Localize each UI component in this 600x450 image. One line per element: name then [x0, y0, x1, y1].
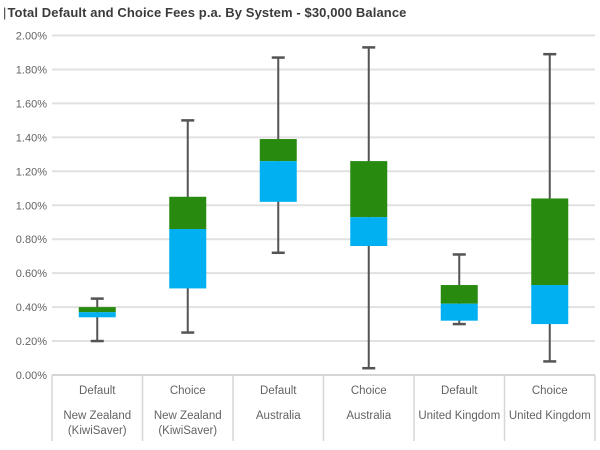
y-axis-tick-label: 1.00%	[16, 200, 47, 212]
y-axis-tick-label: 1.80%	[16, 64, 47, 76]
box-lower-quartile[interactable]	[169, 229, 207, 289]
category-system-label: Australia	[346, 410, 391, 422]
y-axis-tick-label: 1.40%	[16, 132, 47, 144]
category-fund-type-label: Choice	[351, 385, 387, 397]
category-system-label: New Zealand	[154, 410, 222, 422]
category-system-label: United Kingdom	[509, 410, 591, 422]
category-system-label: Australia	[256, 410, 301, 422]
chart-title-text: Total Default and Choice Fees p.a. By Sy…	[7, 5, 407, 20]
y-axis-tick-label: 0.20%	[16, 336, 47, 348]
chart-title: |Total Default and Choice Fees p.a. By S…	[3, 5, 406, 20]
box-lower-quartile[interactable]	[531, 285, 569, 325]
box-lower-quartile[interactable]	[78, 312, 116, 318]
box-upper-quartile[interactable]	[440, 285, 478, 304]
category-fund-type-label: Default	[79, 385, 116, 397]
category-fund-type-label: Default	[260, 385, 297, 397]
category-fund-type-label: Choice	[532, 385, 568, 397]
box-upper-quartile[interactable]	[531, 198, 569, 286]
y-axis-tick-label: 1.60%	[16, 98, 47, 110]
category-system-label: (KiwiSaver)	[158, 425, 217, 437]
box-upper-quartile[interactable]	[259, 139, 297, 162]
category-fund-type-label: Default	[441, 385, 478, 397]
box-lower-quartile[interactable]	[259, 161, 297, 202]
title-cursor-bar: |	[3, 5, 7, 20]
category-system-label: New Zealand	[63, 410, 131, 422]
y-axis-tick-label: 1.20%	[16, 166, 47, 178]
category-system-label: United Kingdom	[418, 410, 500, 422]
box-lower-quartile[interactable]	[440, 303, 478, 321]
box-lower-quartile[interactable]	[350, 217, 388, 246]
category-system-label: (KiwiSaver)	[68, 425, 127, 437]
y-axis-tick-label: 2.00%	[16, 31, 47, 43]
y-axis-tick-label: 0.40%	[16, 302, 47, 314]
y-axis-tick-label: 0.60%	[16, 268, 47, 280]
y-axis-tick-label: 0.80%	[16, 234, 47, 246]
box-upper-quartile[interactable]	[78, 307, 116, 313]
category-fund-type-label: Choice	[170, 385, 206, 397]
box-upper-quartile[interactable]	[169, 196, 207, 230]
box-upper-quartile[interactable]	[350, 161, 388, 218]
y-axis-tick-label: 0.00%	[16, 370, 47, 382]
